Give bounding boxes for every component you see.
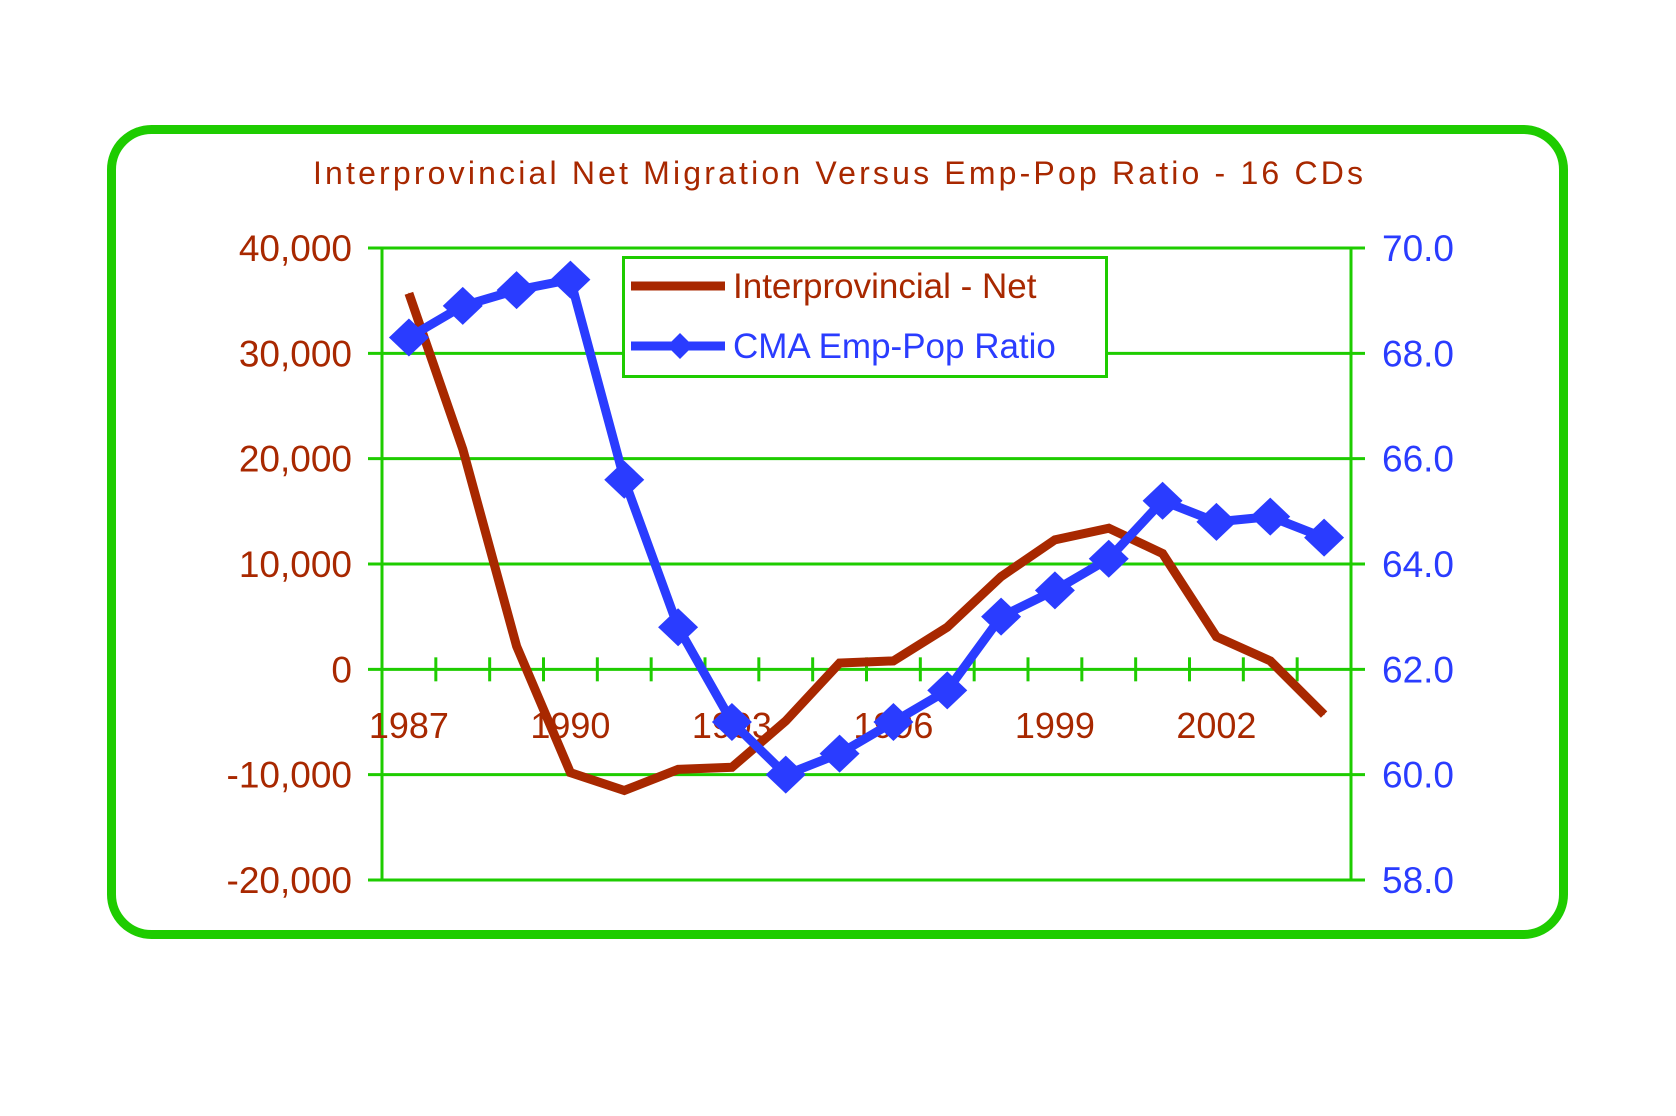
data-point-ratio [442, 286, 483, 325]
y-left-tick-label: -10,000 [227, 755, 353, 796]
data-point-ratio [604, 460, 645, 499]
y-right-tick-label: 62.0 [1382, 649, 1454, 690]
data-point-net [731, 766, 733, 768]
y-right-tick-label: 66.0 [1382, 439, 1454, 480]
legend-label-ratio: CMA Emp-Pop Ratio [733, 327, 1056, 366]
data-point-net [1162, 552, 1164, 554]
data-point-net [1000, 576, 1002, 578]
data-point-net [1108, 527, 1110, 529]
y-right-tick-label: 64.0 [1382, 544, 1454, 585]
y-left-tick-label: 10,000 [239, 544, 352, 585]
data-point-net [892, 660, 894, 662]
data-point-ratio [658, 608, 699, 647]
y-left-tick-label: 30,000 [239, 333, 352, 374]
data-point-net [1323, 714, 1325, 716]
data-point-net [516, 645, 518, 647]
data-point-net [1269, 660, 1271, 662]
y-right-tick-label: 68.0 [1382, 333, 1454, 374]
data-point-ratio [1304, 518, 1345, 557]
data-point-net [1054, 539, 1056, 541]
legend: Interprovincial - Net CMA Emp-Pop Ratio [622, 256, 1108, 378]
series-line-net [404, 291, 1328, 796]
series [388, 260, 1345, 796]
y-right-tick-label: 60.0 [1382, 755, 1454, 796]
data-point-net [462, 448, 464, 450]
data-point-ratio [765, 755, 806, 794]
data-point-ratio [1196, 502, 1237, 541]
x-tick-label: 2002 [1176, 705, 1256, 746]
data-point-ratio [711, 703, 752, 741]
axes: 40,000 30,000 20,000 10,000 0 -10,000 -20,000 7… [227, 228, 1455, 901]
data-point-ratio [1142, 481, 1183, 520]
y-right-tick-label: 70.0 [1382, 228, 1454, 269]
y-left-tick-label: -20,000 [227, 860, 353, 901]
data-point-net [1215, 636, 1217, 638]
data-point-ratio [981, 597, 1022, 636]
data-point-net [785, 720, 787, 722]
data-point-net [946, 626, 948, 628]
x-tick-label: 1987 [369, 705, 449, 746]
data-point-ratio [1088, 539, 1129, 578]
y-left-tick-label: 20,000 [239, 439, 352, 480]
x-tick-label: 1999 [1015, 705, 1095, 746]
data-point-net [677, 768, 679, 770]
legend-box [622, 256, 1108, 378]
data-point-ratio [819, 734, 860, 773]
y-right-tick-label: 58.0 [1382, 860, 1454, 901]
data-point-ratio [873, 703, 914, 741]
data-point-ratio [927, 671, 968, 710]
legend-label-net: Interprovincial - Net [733, 267, 1037, 306]
data-point-net [839, 662, 841, 664]
legend-diamond-marker-icon [667, 333, 693, 359]
legend-item-net: Interprovincial - Net [631, 267, 1037, 306]
chart-title: Interprovincial Net Migration Versus Emp… [313, 155, 1363, 191]
data-point-ratio [388, 318, 429, 357]
data-point-ratio [496, 271, 537, 310]
chart-frame [107, 125, 1568, 939]
data-point-ratio [550, 260, 591, 299]
data-point-net [623, 789, 625, 791]
data-point-net [569, 772, 571, 774]
data-point-ratio [1250, 497, 1291, 536]
data-point-net [408, 292, 410, 294]
legend-item-ratio: CMA Emp-Pop Ratio [631, 327, 1056, 366]
y-left-tick-label: 0 [331, 649, 352, 690]
data-point-ratio [1034, 571, 1075, 610]
y-left-tick-label: 40,000 [239, 228, 352, 269]
